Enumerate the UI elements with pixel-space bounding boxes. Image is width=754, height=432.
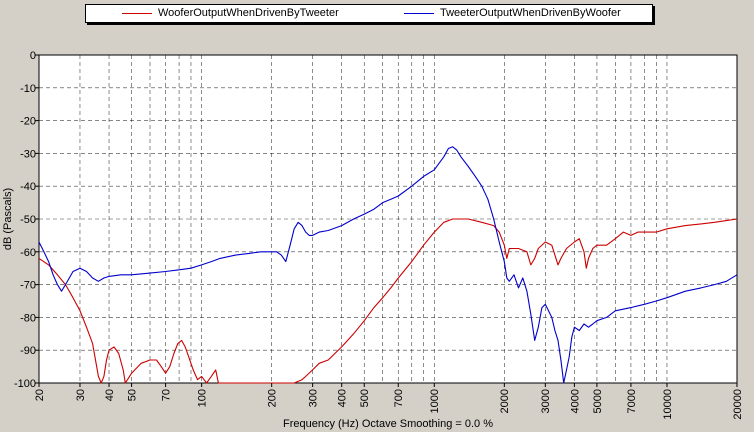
y-tick-label: 0	[30, 50, 36, 62]
grid	[39, 55, 737, 383]
x-tick-labels: 20 30 40 50 70 100 200 300 400 500 700 1000 2000 3000…	[34, 383, 744, 420]
x-tick-label: 100	[197, 389, 209, 407]
y-tick-label: -60	[20, 247, 36, 259]
y-tick-label: -100	[14, 378, 36, 390]
x-tick-label: 3000	[540, 389, 552, 413]
x-tick-label: 7000	[626, 389, 638, 413]
y-tick-label: -40	[20, 181, 36, 193]
y-tick-label: -70	[20, 280, 36, 292]
x-tick-label: 50	[126, 389, 138, 401]
x-tick-label: 500	[359, 389, 371, 407]
x-tick-label: 400	[337, 389, 349, 407]
x-axis-label: Frequency (Hz) Octave Smoothing = 0.0 %	[283, 418, 493, 430]
legend-item-woofer: WooferOutputWhenDrivenByTweeter	[122, 7, 339, 19]
x-tick-label: 5000	[592, 389, 604, 413]
x-tick-label: 2000	[499, 389, 511, 413]
x-tick-label: 70	[160, 389, 172, 401]
y-tick-labels: 0 -10 -20 -30 -40 -50 -60 -70 -80 -90 -100	[14, 50, 39, 390]
legend-label-woofer: WooferOutputWhenDrivenByTweeter	[158, 7, 339, 19]
series-line-woofer	[38, 218, 738, 384]
x-tick-label: 20000	[732, 389, 744, 420]
x-tick-label: 30	[75, 389, 87, 401]
y-tick-label: -50	[20, 214, 36, 226]
legend: WooferOutputWhenDrivenByTweeter TweeterO…	[85, 4, 653, 23]
legend-item-tweeter: TweeterOutputWhenDrivenByWoofer	[404, 7, 621, 19]
x-tick-label: 700	[393, 389, 405, 407]
legend-label-tweeter: TweeterOutputWhenDrivenByWoofer	[440, 7, 621, 19]
x-tick-label: 40	[104, 389, 116, 401]
y-axis-label: dB (Pascals)	[2, 188, 14, 250]
x-tick-label: 200	[267, 389, 279, 407]
legend-swatch-woofer	[122, 12, 152, 14]
y-tick-label: -10	[20, 83, 36, 95]
x-tick-label: 300	[308, 389, 320, 407]
y-tick-label: -30	[20, 148, 36, 160]
series-line-tweeter	[38, 146, 738, 384]
y-tick-label: -90	[20, 345, 36, 357]
plot-area	[38, 54, 738, 384]
legend-swatch-tweeter	[404, 12, 434, 14]
y-tick-label: -80	[20, 312, 36, 324]
x-tick-label: 1000	[429, 389, 441, 413]
x-tick-label: 10000	[662, 389, 674, 420]
series-layer	[38, 146, 738, 384]
x-tick-label: 20	[34, 389, 46, 401]
y-tick-label: -20	[20, 116, 36, 128]
x-tick-label: 4000	[569, 389, 581, 413]
